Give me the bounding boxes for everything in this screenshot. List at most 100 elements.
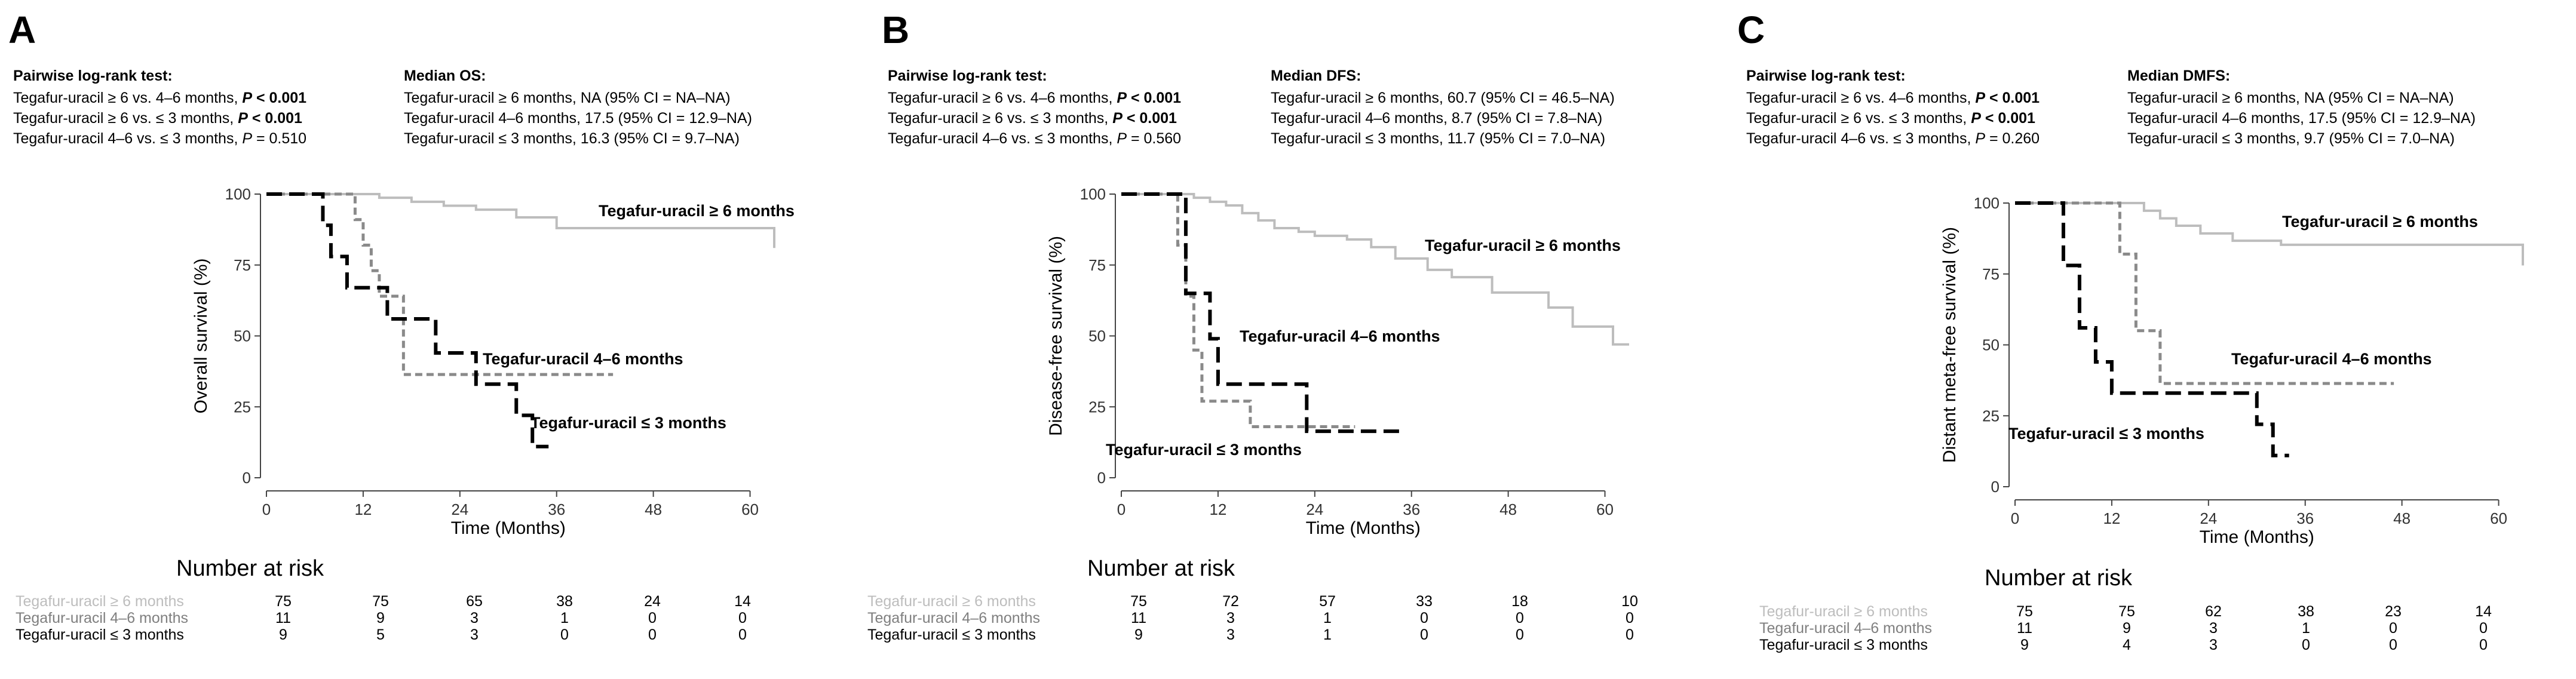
logrank-comparison: Tegafur-uracil ≥ 6 vs. ≤ 3 months, <box>888 110 1112 127</box>
p-symbol: P <box>1975 90 1985 106</box>
p-symbol: P <box>1112 110 1123 127</box>
y-axis-label: Overall survival (%) <box>191 258 211 413</box>
risk-count: 11 <box>1131 610 1146 626</box>
risk-count: 9 <box>279 626 287 643</box>
p-symbol: P <box>1975 130 1985 147</box>
risk-count: 0 <box>2479 620 2488 637</box>
logrank-comparison: Tegafur-uracil 4–6 vs. ≤ 3 months, <box>13 130 242 147</box>
risk-count: 3 <box>470 626 479 643</box>
panel-A: A Pairwise log-rank test: Tegafur-uracil ≥… <box>8 8 795 643</box>
risk-count: 14 <box>734 593 751 610</box>
logrank-comparison: Tegafur-uracil ≥ 6 vs. ≤ 3 months, <box>1746 110 1971 127</box>
logrank-heading: Pairwise log-rank test: <box>13 67 173 84</box>
risk-count: 0 <box>1420 610 1428 626</box>
risk-count: 11 <box>2017 620 2032 637</box>
risk-title: Number at risk <box>1087 556 1235 581</box>
logrank-line: Tegafur-uracil 4–6 vs. ≤ 3 months, P = 0… <box>888 130 1181 147</box>
curve-label: Tegafur-uracil 4–6 months <box>483 350 683 368</box>
risk-count: 3 <box>470 610 479 626</box>
risk-count: 0 <box>2302 637 2310 653</box>
risk-title: Number at risk <box>1985 566 2133 591</box>
p-symbol: P <box>1971 110 1981 127</box>
curve-label: Tegafur-uracil ≥ 6 months <box>599 202 795 220</box>
survival-curve-dashed <box>266 192 549 448</box>
axes: 0 25 50 75 100 0 12 24 36 48 60 Time (Months) Overal… <box>191 185 759 538</box>
logrank-comparison: Tegafur-uracil 4–6 vs. ≤ 3 months, <box>888 130 1117 147</box>
risk-count: 62 <box>2205 603 2222 620</box>
risk-count: 0 <box>738 626 747 643</box>
curve-label: Tegafur-uracil ≥ 6 months <box>2282 213 2478 231</box>
risk-row-label: Tegafur-uracil 4–6 months <box>16 610 188 626</box>
x-tick-label: 36 <box>1403 500 1420 518</box>
risk-row-label: Tegafur-uracil ≥ 6 months <box>867 593 1036 610</box>
y-tick-label: 0 <box>1991 478 2000 496</box>
median-heading: Median DMFS: <box>2127 67 2230 84</box>
y-tick-label: 50 <box>234 327 251 345</box>
risk-count: 65 <box>466 593 483 610</box>
x-tick-label: 0 <box>262 500 271 518</box>
median-line: Tegafur-uracil 4–6 months, 8.7 (95% CI =… <box>1271 110 1602 127</box>
risk-row-label: Tegafur-uracil ≤ 3 months <box>867 626 1036 643</box>
panel-letter: B <box>882 8 909 51</box>
logrank-comparison: Tegafur-uracil ≥ 6 vs. 4–6 months, <box>1746 90 1975 106</box>
risk-count: 9 <box>1134 626 1143 643</box>
x-tick-label: 36 <box>548 500 565 518</box>
risk-count: 75 <box>1130 593 1147 610</box>
median-line: Tegafur-uracil ≤ 3 months, 9.7 (95% CI =… <box>2127 130 2455 147</box>
x-tick-label: 12 <box>1209 500 1226 518</box>
risk-table: Number at risk Tegafur-uracil ≥ 6 months 7… <box>1759 566 2492 653</box>
axes: 0 25 50 75 100 0 12 24 36 48 60 Time (Months) Distan… <box>1940 194 2507 547</box>
risk-row-label: Tegafur-uracil 4–6 months <box>867 610 1040 626</box>
p-value: < 0.001 <box>248 110 302 127</box>
y-tick-label: 100 <box>1080 185 1106 203</box>
p-symbol: P <box>1117 90 1127 106</box>
risk-count: 3 <box>2209 620 2218 637</box>
risk-count: 18 <box>1511 593 1528 610</box>
risk-count: 38 <box>556 593 573 610</box>
median-line: Tegafur-uracil ≥ 6 months, 60.7 (95% CI … <box>1271 90 1615 106</box>
risk-count: 72 <box>1222 593 1239 610</box>
risk-count: 3 <box>1226 610 1235 626</box>
p-value: < 0.001 <box>1123 110 1177 127</box>
curve-label: Tegafur-uracil ≤ 3 months <box>530 414 726 432</box>
risk-row-label: Tegafur-uracil 4–6 months <box>1759 620 1932 637</box>
risk-count: 1 <box>2302 620 2310 637</box>
risk-count: 0 <box>1516 610 1524 626</box>
survival-curve-solid <box>266 193 775 248</box>
risk-count: 38 <box>2298 603 2314 620</box>
panel-letter: A <box>8 8 36 51</box>
risk-count: 9 <box>2020 637 2029 653</box>
risk-count: 75 <box>2118 603 2135 620</box>
survival-curve-dotted <box>2015 201 2394 385</box>
median-line: Tegafur-uracil 4–6 months, 17.5 (95% CI … <box>2127 110 2476 127</box>
curve-label: Tegafur-uracil ≥ 6 months <box>1425 236 1621 254</box>
logrank-comparison: Tegafur-uracil 4–6 vs. ≤ 3 months, <box>1746 130 1975 147</box>
panel-C: C Pairwise log-rank test: Tegafur-uracil ≥… <box>1737 8 2524 653</box>
risk-count: 9 <box>376 610 385 626</box>
risk-table: Number at risk Tegafur-uracil ≥ 6 months 7… <box>16 556 751 643</box>
risk-count: 0 <box>1626 610 1634 626</box>
logrank-line: Tegafur-uracil ≥ 6 vs. 4–6 months, P < 0… <box>888 90 1181 106</box>
risk-count: 1 <box>1323 626 1332 643</box>
risk-count: 4 <box>2123 637 2131 653</box>
p-symbol: P <box>238 110 248 127</box>
y-axis-label: Distant meta-free survival (%) <box>1940 227 1959 463</box>
risk-count: 24 <box>644 593 661 610</box>
risk-count: 0 <box>648 626 657 643</box>
logrank-line: Tegafur-uracil ≥ 6 vs. ≤ 3 months, P < 0… <box>888 110 1177 127</box>
risk-count: 23 <box>2385 603 2402 620</box>
x-tick-label: 48 <box>2393 509 2411 527</box>
survival-curve-dotted <box>1121 192 1356 428</box>
logrank-heading: Pairwise log-rank test: <box>888 67 1047 84</box>
x-tick-label: 12 <box>2103 509 2120 527</box>
x-tick-label: 0 <box>1117 500 1126 518</box>
curve-label: Tegafur-uracil 4–6 months <box>2231 350 2432 368</box>
x-tick-label: 60 <box>1596 500 1614 518</box>
p-value: < 0.001 <box>1127 90 1181 106</box>
risk-count: 33 <box>1416 593 1433 610</box>
p-symbol: P <box>242 90 252 106</box>
y-tick-label: 75 <box>1982 265 2000 283</box>
p-value: = 0.260 <box>1985 130 2040 147</box>
y-axis-label: Disease-free survival (%) <box>1046 236 1066 436</box>
risk-count: 0 <box>1420 626 1428 643</box>
